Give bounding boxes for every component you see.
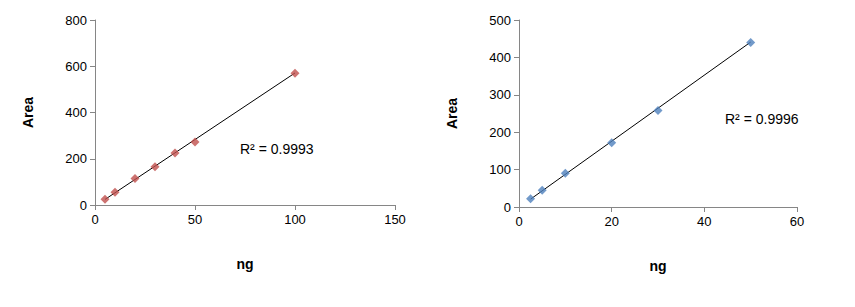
svg-text:R² = 0.9996: R² = 0.9996 xyxy=(725,111,799,127)
svg-text:200: 200 xyxy=(489,125,511,140)
svg-text:0: 0 xyxy=(80,198,87,213)
svg-text:ng: ng xyxy=(236,256,253,272)
svg-text:0: 0 xyxy=(91,212,98,227)
svg-text:0: 0 xyxy=(504,200,511,215)
svg-text:R² = 0.9993: R² = 0.9993 xyxy=(240,141,314,157)
svg-text:150: 150 xyxy=(384,212,406,227)
svg-text:40: 40 xyxy=(697,214,711,229)
svg-text:400: 400 xyxy=(65,105,87,120)
svg-text:100: 100 xyxy=(284,212,306,227)
svg-text:300: 300 xyxy=(489,87,511,102)
svg-text:ng: ng xyxy=(649,258,666,274)
svg-text:20: 20 xyxy=(604,214,618,229)
svg-text:500: 500 xyxy=(489,13,511,28)
svg-text:60: 60 xyxy=(790,214,804,229)
svg-text:50: 50 xyxy=(188,212,202,227)
svg-text:100: 100 xyxy=(489,162,511,177)
svg-text:0: 0 xyxy=(515,214,522,229)
svg-text:Area: Area xyxy=(444,98,460,129)
svg-text:200: 200 xyxy=(65,151,87,166)
svg-text:400: 400 xyxy=(489,50,511,65)
svg-text:600: 600 xyxy=(65,59,87,74)
svg-text:Area: Area xyxy=(20,97,36,128)
svg-text:800: 800 xyxy=(65,13,87,28)
